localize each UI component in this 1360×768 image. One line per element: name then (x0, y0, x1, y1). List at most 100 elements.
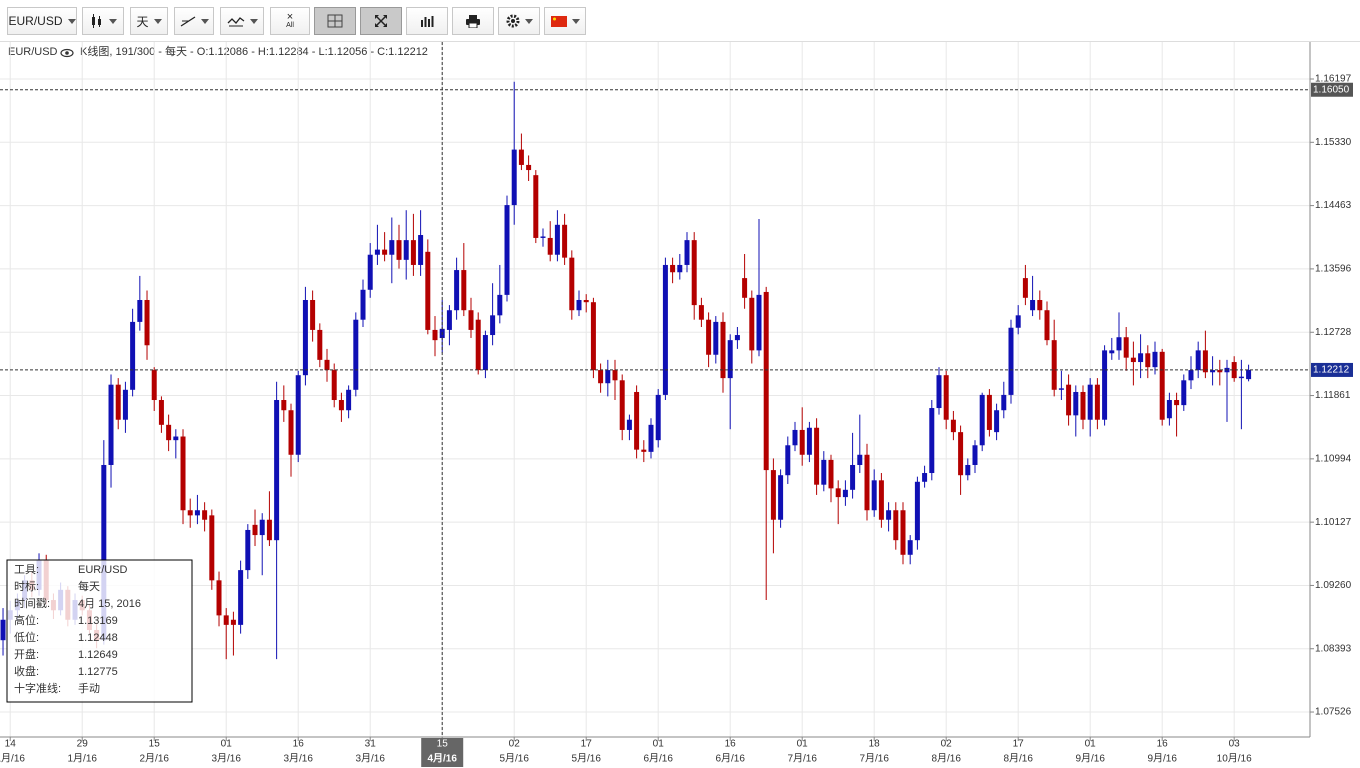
x-tick-label: 01 (653, 739, 665, 750)
grid-button[interactable] (314, 7, 356, 35)
info-label: 开盘: (14, 647, 39, 661)
chart-legend: K线图, 191/300 - 每天 - O:1.12086 - H:1.1228… (80, 44, 428, 58)
candle-body (194, 510, 200, 516)
period-select[interactable]: 天 (130, 7, 168, 35)
candle-body (893, 510, 899, 541)
candle-body (749, 297, 755, 351)
language-button[interactable] (544, 7, 586, 35)
candle-body (281, 400, 287, 411)
candle-body (655, 394, 661, 441)
candle-body (1008, 327, 1014, 395)
candle-body (965, 464, 971, 476)
candle-body (936, 375, 942, 409)
candle-body (763, 291, 769, 471)
candle-body (223, 615, 229, 625)
x-tick-label: 01 (221, 739, 233, 750)
candle-body (1231, 362, 1237, 379)
fullscreen-button[interactable] (360, 7, 402, 35)
info-label: 收盘: (14, 664, 39, 678)
candle-body (144, 299, 150, 346)
x-tick-month: 3月/16 (283, 753, 313, 765)
candle-body (533, 175, 539, 238)
candle-body (792, 429, 798, 446)
chart-type-button[interactable] (82, 7, 124, 35)
draw-button[interactable] (174, 7, 214, 35)
info-label: 高位: (14, 613, 39, 627)
candle-body (850, 464, 856, 490)
info-label: 时间戳: (14, 597, 50, 610)
candle-body (706, 319, 712, 355)
candle-body (943, 375, 949, 420)
candle-body (1001, 394, 1007, 411)
candle-body (230, 619, 236, 625)
eye-icon[interactable] (60, 48, 74, 58)
candle-body (756, 294, 762, 351)
candle-body (1116, 337, 1122, 351)
candle-body (886, 510, 892, 520)
candle-body (835, 488, 841, 498)
info-value: 1.13169 (78, 615, 118, 627)
candle-body (1080, 391, 1086, 420)
info-panel-box (6, 559, 193, 703)
info-value: 4月 15, 2016 (78, 598, 141, 610)
candle-body (115, 384, 121, 420)
x-tick-label: 31 (365, 739, 377, 750)
x-tick-month: 5月/16 (499, 753, 529, 765)
candle-body (979, 394, 985, 446)
candle-body (691, 240, 697, 306)
candle-body (209, 515, 215, 581)
x-tick-month: 3月/16 (211, 753, 241, 765)
x-tick-month: 10月/16 (1217, 753, 1252, 765)
icon (421, 16, 434, 27)
y-tick-label: 1.11861 (1315, 390, 1351, 401)
clear-button[interactable]: × All (270, 7, 310, 35)
candle-body (403, 240, 409, 260)
candle-body (1217, 370, 1223, 373)
icon (550, 15, 567, 27)
candle-body (446, 310, 452, 330)
y-tick-label: 1.10994 (1315, 453, 1352, 464)
x-tick-month: 7月/16 (859, 753, 889, 765)
candle-body (317, 329, 323, 360)
candle-body (490, 315, 496, 336)
candle-body (785, 445, 791, 476)
candle-body (1195, 350, 1201, 371)
candle-body (158, 400, 164, 425)
candle-body (799, 429, 805, 455)
candle-body (245, 529, 251, 571)
y-tick-label: 1.15330 (1315, 137, 1352, 148)
settings-button[interactable] (498, 7, 540, 35)
candle-body (1030, 299, 1036, 311)
candle-body (734, 335, 740, 341)
print-button[interactable] (452, 7, 494, 35)
candle-body (173, 436, 179, 441)
candle-body (1109, 350, 1115, 354)
info-value: EUR/USD (78, 564, 128, 576)
x-tick-month: 2月/16 (139, 753, 169, 765)
symbol-select[interactable]: EUR/USD (7, 7, 77, 35)
candle-body (374, 249, 380, 255)
crosshair-price-box (1311, 82, 1353, 97)
candle-body (511, 149, 517, 206)
candle-body (907, 540, 913, 555)
candle-body (778, 475, 784, 520)
candle-body (216, 580, 222, 616)
candle-body (1159, 351, 1165, 420)
x-tick-label: 17 (581, 739, 593, 750)
candle-body (338, 400, 344, 411)
candle-body (1066, 384, 1072, 416)
candle-body (238, 570, 244, 625)
candle-body (641, 449, 647, 452)
candle-body (137, 299, 143, 322)
symbol-text: EUR/USD (8, 14, 63, 28)
candle-body (274, 400, 280, 541)
candle-body (432, 329, 438, 341)
candle-body (482, 335, 488, 371)
candle-body (1022, 278, 1028, 298)
x-tick-label: 16 (1157, 739, 1169, 750)
info-label: 工具: (14, 563, 39, 576)
volume-button[interactable] (406, 7, 448, 35)
indicator-button[interactable] (220, 7, 264, 35)
candle-body (720, 321, 726, 379)
x-tick-month: 6月/16 (715, 753, 745, 765)
